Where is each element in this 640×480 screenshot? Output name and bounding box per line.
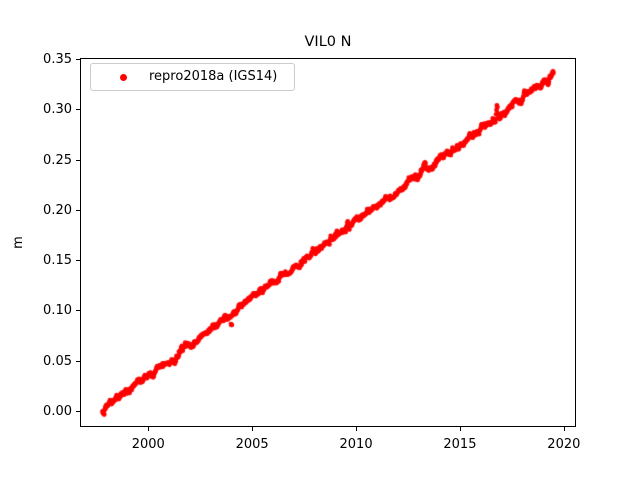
y-tick-label: 0.20 [43, 202, 72, 218]
y-tick-mark [76, 59, 80, 61]
x-tick-label: 2005 [235, 437, 269, 452]
x-tick-mark [563, 427, 565, 431]
x-tick-mark [459, 427, 461, 431]
legend-marker-dot [120, 74, 127, 81]
legend-label: repro2018a (IGS14) [149, 69, 278, 84]
x-tick-label: 2000 [131, 437, 165, 452]
y-tick-label: 0.00 [43, 403, 72, 419]
y-tick-label: 0.15 [43, 253, 72, 269]
y-tick-label: 0.05 [43, 353, 72, 369]
y-tick-label: 0.25 [43, 152, 72, 168]
y-tick-label: 0.35 [43, 52, 72, 68]
legend: repro2018a (IGS14) [90, 63, 295, 91]
y-tick-mark [76, 209, 80, 211]
y-tick-label: 0.30 [43, 102, 72, 118]
y-tick-mark [76, 360, 80, 362]
y-tick-mark [76, 109, 80, 111]
chart-title: VIL0 N [304, 34, 352, 50]
y-tick-label: 0.10 [43, 303, 72, 319]
x-tick-mark [252, 427, 254, 431]
x-tick-label: 2020 [547, 437, 581, 452]
x-tick-label: 2010 [339, 437, 373, 452]
x-tick-mark [356, 427, 358, 431]
x-tick-label: 2015 [443, 437, 477, 452]
scatter-series-canvas [80, 58, 576, 427]
y-tick-mark [76, 410, 80, 412]
y-tick-mark [76, 159, 80, 161]
x-tick-mark [148, 427, 150, 431]
y-tick-mark [76, 310, 80, 312]
y-axis-label: m [10, 236, 26, 249]
y-tick-mark [76, 260, 80, 262]
